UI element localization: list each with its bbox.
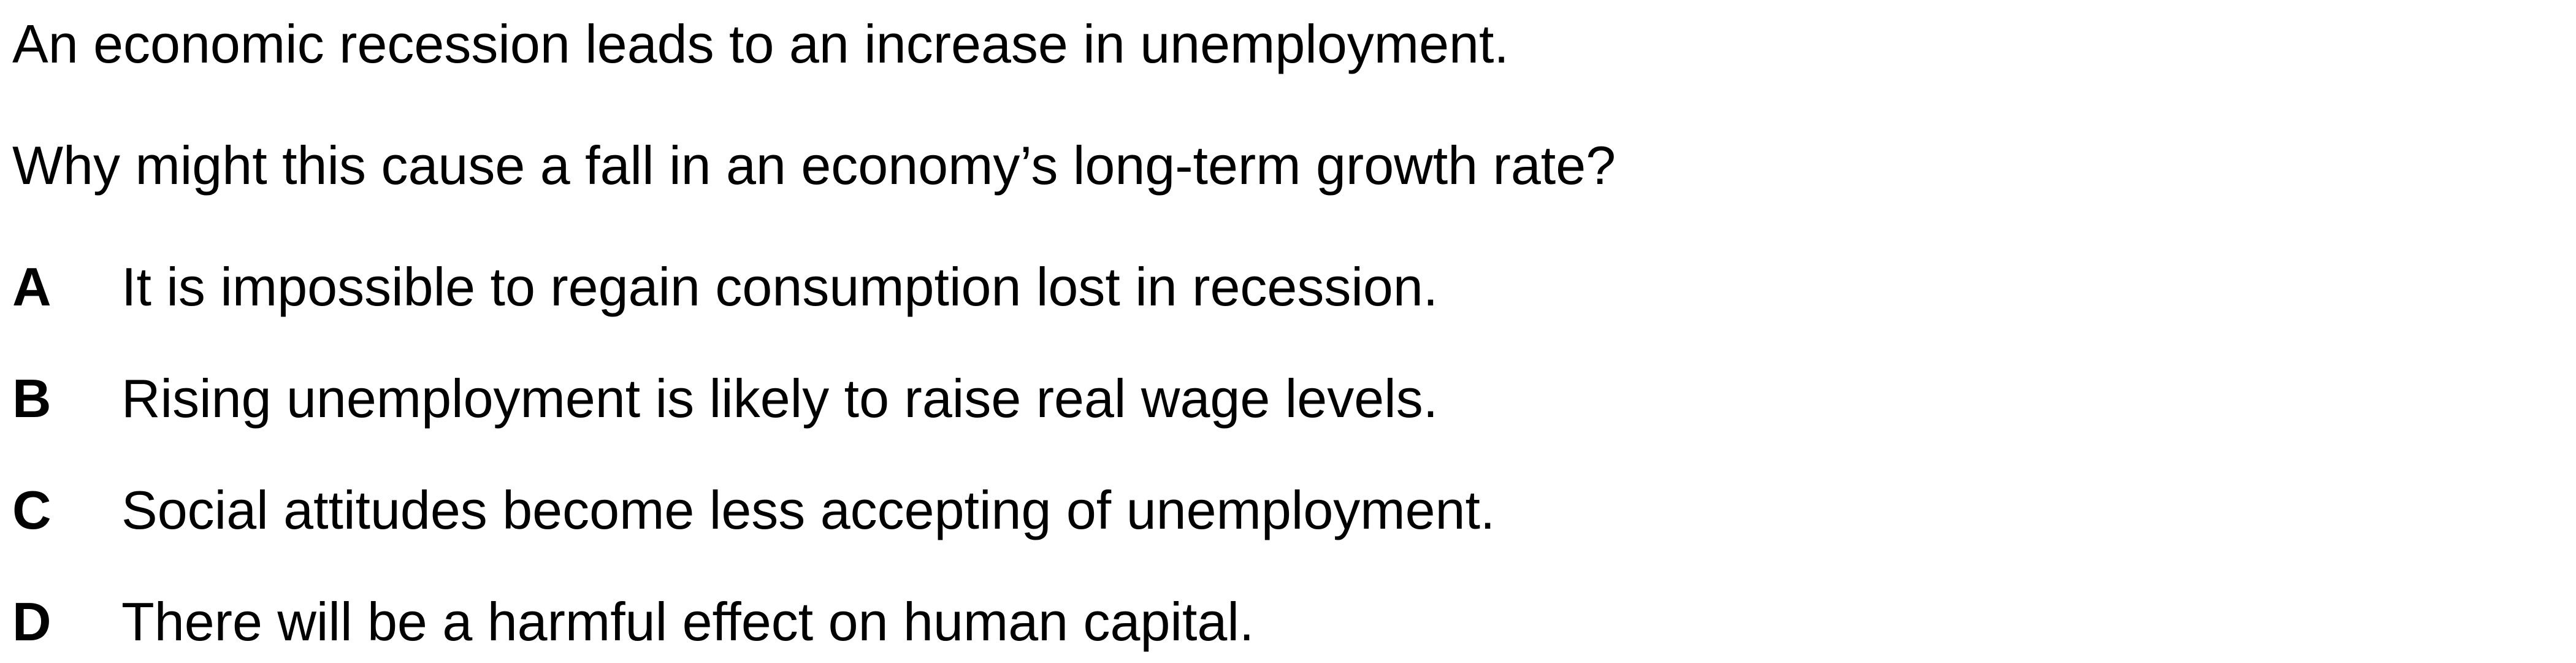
question-statement: An economic recession leads to an increa… — [12, 13, 1509, 74]
question-prompt: Why might this cause a fall in an econom… — [12, 135, 1616, 196]
option-letter: D — [12, 591, 52, 652]
option-text: It is impossible to regain consumption l… — [121, 256, 1439, 317]
option-letter: C — [12, 480, 52, 540]
option-text: There will be a harmful effect on human … — [121, 591, 1255, 652]
option-letter: A — [12, 256, 52, 317]
option-text: Social attitudes become less accepting o… — [121, 480, 1496, 540]
option-text: Rising unemployment is likely to raise r… — [121, 368, 1439, 429]
option-letter: B — [12, 368, 52, 429]
